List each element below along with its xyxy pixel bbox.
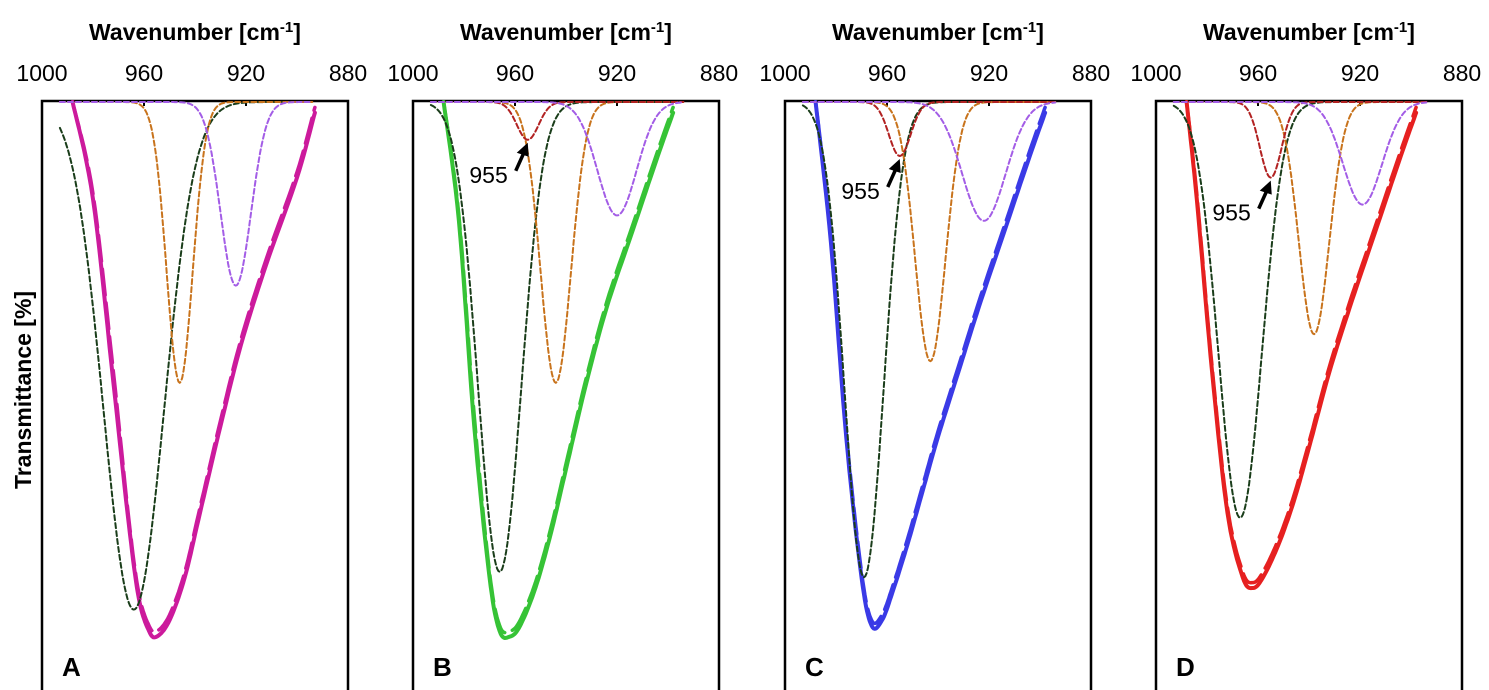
- x-tick-label: 960: [496, 60, 534, 86]
- panel-label: C: [805, 652, 824, 682]
- x-tick-label: 920: [227, 60, 265, 86]
- panel-label: B: [433, 652, 452, 682]
- panel-d: Wavenumber [cm-1] 1000 960 920 880 D 955: [1130, 19, 1481, 690]
- x-tick-label: 920: [598, 60, 636, 86]
- series-component-line: [801, 101, 1057, 222]
- panel-b: Wavenumber [cm-1] 1000 960 920 880 B 955: [387, 19, 738, 690]
- series-component-line: [1172, 101, 1428, 519]
- x-tick-label: 1000: [16, 60, 67, 86]
- series-component-line: [801, 101, 1057, 157]
- series-component-line: [429, 101, 685, 217]
- x-tick-label: 1000: [1130, 60, 1181, 86]
- plot-frame: [783, 99, 1093, 690]
- x-tick-label: 880: [1443, 60, 1481, 86]
- panel-title: Wavenumber [cm-1]: [89, 19, 301, 45]
- annotation-label: 955: [469, 162, 507, 188]
- series-component-line: [801, 101, 1057, 363]
- annotation-label: 955: [1212, 200, 1250, 226]
- series-fit-line: [70, 100, 317, 634]
- series-component-line: [429, 101, 685, 141]
- panel-title: Wavenumber [cm-1]: [1203, 19, 1415, 45]
- x-tick-label: 960: [1239, 60, 1277, 86]
- series-component-line: [801, 101, 1057, 579]
- x-tick-label: 960: [125, 60, 163, 86]
- annotation-arrowhead: [888, 159, 901, 173]
- series-component-line: [58, 101, 314, 287]
- y-axis-label: Transmittance [%]: [10, 291, 36, 489]
- plot-frame: [1154, 99, 1464, 690]
- annotation-label: 955: [841, 178, 879, 204]
- x-tick-label: 1000: [759, 60, 810, 86]
- panel-a: Wavenumber [cm-1] 1000 960 920 880 A: [16, 19, 367, 690]
- x-tick-label: 920: [970, 60, 1008, 86]
- panel-title: Wavenumber [cm-1]: [832, 19, 1044, 45]
- panel-label: A: [62, 652, 81, 682]
- series-measured-line: [1184, 100, 1419, 591]
- panel-label: D: [1176, 652, 1195, 682]
- panel-title: Wavenumber [cm-1]: [460, 19, 672, 45]
- series-measured-line: [70, 100, 317, 640]
- series-component-line: [1172, 101, 1428, 206]
- annotation-arrowhead: [1259, 180, 1272, 195]
- x-tick-label: 880: [329, 60, 367, 86]
- annotation-arrowhead: [516, 142, 529, 157]
- x-tick-label: 880: [1072, 60, 1110, 86]
- panel-c: Wavenumber [cm-1] 1000 960 920 880 C 955: [759, 19, 1110, 690]
- x-tick-label: 1000: [387, 60, 438, 86]
- series-component-line: [1172, 101, 1428, 179]
- plot-frame: [40, 99, 350, 690]
- x-tick-label: 880: [700, 60, 738, 86]
- plot-frame: [411, 99, 721, 690]
- x-tick-label: 920: [1341, 60, 1379, 86]
- series-fit-line: [1184, 100, 1418, 585]
- series-fit-line: [441, 100, 675, 635]
- x-tick-label: 960: [868, 60, 906, 86]
